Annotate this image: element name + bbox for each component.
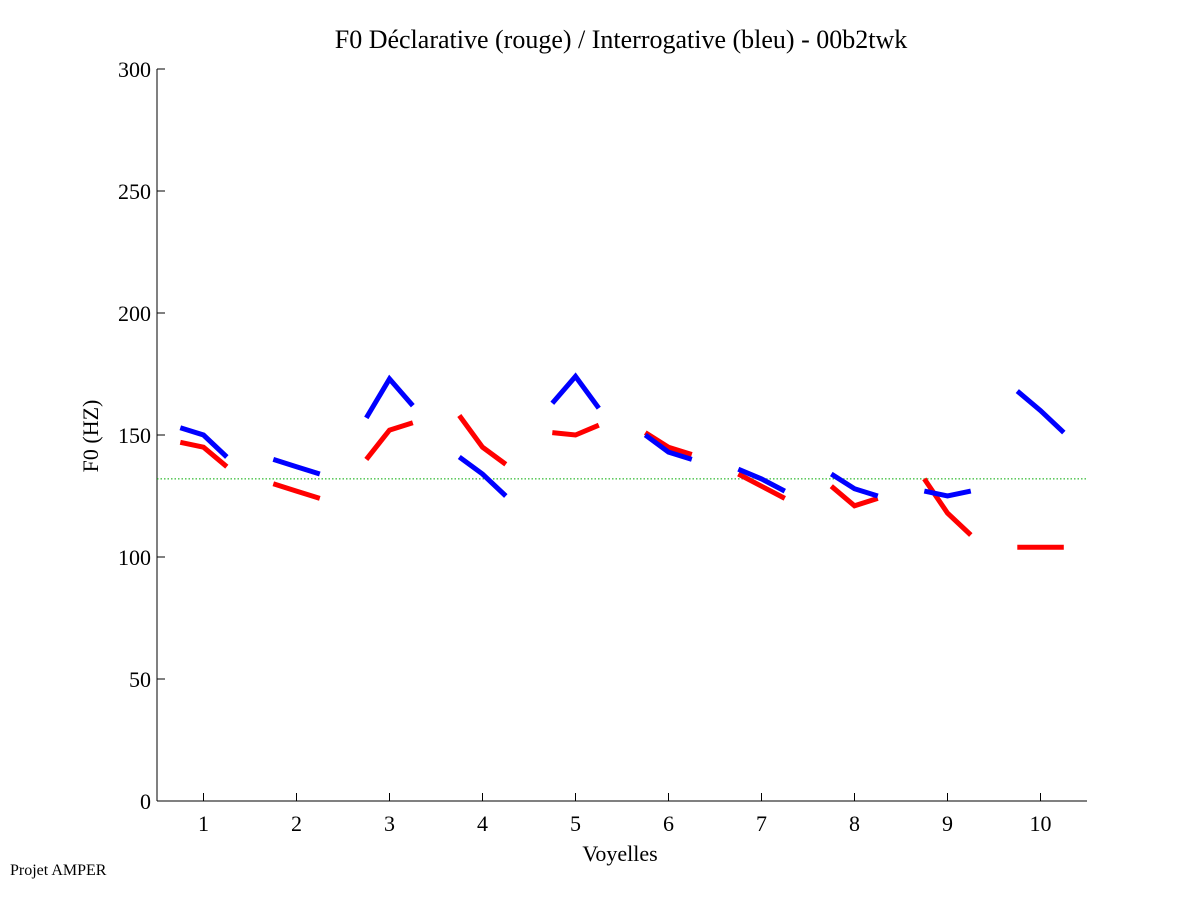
x-tick-label: 6 (663, 811, 674, 836)
x-tick-label: 1 (198, 811, 209, 836)
x-tick-label: 2 (291, 811, 302, 836)
plot-area: 0 50 100 150 200 250 300 1 2 3 4 5 6 7 8 9 10 (118, 57, 1087, 836)
red-series-segment-vowel-6 (643, 430, 693, 457)
y-tick-label: 150 (118, 423, 151, 448)
y-tick-label: 300 (118, 57, 151, 82)
x-tick-label: 8 (849, 811, 860, 836)
blue-series-segment-vowel-9 (923, 488, 972, 499)
x-tick-label: 5 (570, 811, 581, 836)
red-series-segment-vowel-1 (179, 439, 229, 469)
y-tick-label: 50 (129, 667, 151, 692)
x-tick-label: 10 (1030, 811, 1052, 836)
red-series-segment-vowel-7 (737, 471, 786, 501)
blue-series-segment-vowel-2 (272, 457, 321, 477)
x-tick-label: 4 (477, 811, 488, 836)
x-tick-label: 9 (942, 811, 953, 836)
blue-series-segment-vowel-3 (364, 374, 415, 420)
y-tick-label: 0 (140, 789, 151, 814)
red-series-segment-vowel-4 (457, 414, 508, 467)
red-series-segment-vowel-2 (272, 481, 321, 501)
blue-series-segment-vowel-10 (1015, 389, 1066, 435)
blue-series-segment-vowel-8 (829, 471, 879, 499)
x-tick-label: 3 (384, 811, 395, 836)
x-axis-label: Voyelles (582, 841, 657, 866)
blue-series-segment-vowel-1 (179, 425, 229, 459)
blue-series-segment-vowel-4 (457, 454, 508, 498)
x-tick-label: 7 (756, 811, 767, 836)
y-axis-label: F0 (HZ) (78, 400, 103, 473)
blue-series-segment-vowel-5 (550, 372, 601, 410)
chart-title: F0 Déclarative (rouge) / Interrogative (… (335, 25, 908, 54)
red-series-segment-vowel-3 (364, 420, 414, 461)
red-series-segment-vowel-9 (922, 477, 973, 537)
credit-label: Projet AMPER (10, 862, 107, 879)
red-series-segment-vowel-5 (552, 422, 600, 438)
blue-series-segment-vowel-6 (643, 432, 693, 462)
y-tick-label: 200 (118, 301, 151, 326)
y-tick-label: 100 (118, 545, 151, 570)
y-tick-label: 250 (118, 179, 151, 204)
red-series-segment-vowel-8 (829, 484, 879, 509)
blue-series-segment-vowel-7 (737, 466, 786, 494)
